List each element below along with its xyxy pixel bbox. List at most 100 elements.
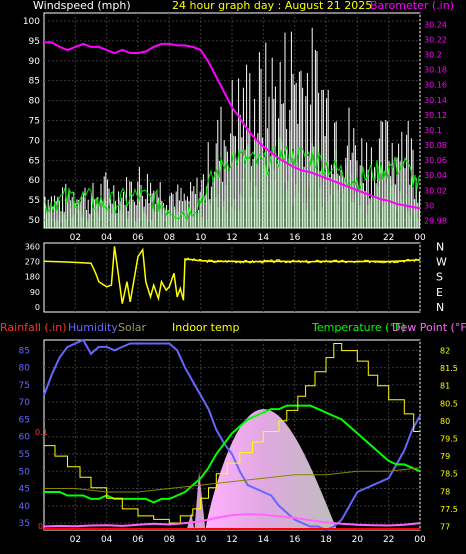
indoor-temp-tick-label: 79.5: [440, 435, 458, 444]
y-tick-label: 70: [29, 136, 41, 146]
x-tick-label: 20: [352, 233, 364, 243]
legend-indoor-temp: Indoor temp: [172, 321, 239, 334]
y-tick-label: 95: [29, 37, 40, 47]
y-tick-label: 55: [29, 196, 40, 206]
x-tick-label: 12: [226, 233, 237, 243]
y-tick-label: 85: [29, 77, 40, 87]
direction-tick-label: 360: [25, 242, 40, 251]
direction-tick-label: 270: [25, 258, 40, 267]
x-tick-label: 18: [320, 233, 332, 243]
indoor-temp-tick-label: 77.5: [440, 505, 458, 514]
series-indoor-temp: [44, 343, 420, 524]
compass-label: E: [436, 286, 443, 299]
indoor-temp-tick-label: 79: [440, 452, 450, 461]
indoor-temp-tick-label: 78.5: [440, 470, 458, 479]
x-tick-label: 16: [289, 535, 301, 545]
y-tick-label: 75: [29, 117, 40, 127]
humidity-tick-label: 65: [19, 415, 30, 425]
y-tick-label: 100: [23, 17, 40, 27]
x-tick-label: 18: [320, 535, 332, 545]
solar-fill: [205, 409, 337, 530]
y-tick-label: 50: [29, 216, 41, 226]
y2-tick-label: 30.04: [424, 171, 447, 180]
humidity-tick-label: 35: [19, 519, 30, 529]
x-tick-label: 14: [258, 535, 270, 545]
indoor-temp-tick-label: 77: [440, 522, 450, 531]
series-dew-point-f: [43, 513, 421, 528]
indoor-temp-tick-label: 82: [440, 347, 450, 356]
series-wind: [44, 145, 420, 222]
y-tick-label: 60: [29, 176, 41, 186]
x-tick-label: 02: [70, 233, 81, 243]
legend-rainfall: Rainfall (.in): [0, 321, 67, 334]
y2-tick-label: 30.24: [424, 20, 447, 29]
x-tick-label: 08: [164, 233, 176, 243]
x-tick-label: 16: [289, 233, 301, 243]
legend-dew-point: Dew Point (°F): [392, 321, 466, 334]
y2-tick-label: 30.2: [424, 50, 442, 59]
humidity-tick-label: 80: [19, 364, 31, 374]
humidity-tick-label: 75: [19, 381, 30, 391]
x-tick-label: 06: [132, 233, 144, 243]
humidity-tick-label: 55: [19, 450, 30, 460]
windspeed-label: Windspeed (mph): [33, 0, 131, 12]
humidity-tick-label: 50: [19, 467, 31, 477]
y2-tick-label: 30.06: [424, 156, 447, 165]
y2-tick-label: 30.08: [424, 141, 447, 150]
indoor-temp-tick-label: 78: [440, 487, 450, 496]
y2-tick-label: 29.98: [424, 216, 447, 225]
x-tick-label: 00: [414, 233, 426, 243]
solar-bump: [186, 512, 195, 530]
solar-bump: [194, 471, 206, 530]
x-tick-label: 06: [132, 535, 144, 545]
series-barometer: [44, 41, 421, 210]
y2-tick-label: 30.14: [424, 96, 447, 105]
direction-jitter: [184, 257, 420, 264]
x-tick-label: 10: [195, 233, 207, 243]
humidity-tick-label: 60: [19, 433, 31, 443]
x-tick-label: 08: [164, 535, 176, 545]
legend-humidity: Humidity: [68, 321, 118, 334]
humidity-tick-label: 40: [19, 502, 31, 512]
x-tick-label: 20: [352, 535, 364, 545]
y2-tick-label: 30.16: [424, 81, 447, 90]
graph-title: 24 hour graph day : August 21 2025: [172, 0, 372, 12]
x-tick-label: 12: [226, 535, 237, 545]
barometer-label: Barometer (.in): [370, 0, 454, 12]
direction-tick-label: 0: [35, 303, 40, 312]
y2-tick-label: 30.18: [424, 66, 447, 75]
x-tick-label: 22: [383, 535, 394, 545]
y-tick-label: 65: [29, 156, 40, 166]
indoor-temp-tick-label: 80.5: [440, 399, 458, 408]
x-tick-label: 14: [258, 233, 270, 243]
humidity-tick-label: 45: [19, 485, 30, 495]
x-tick-label: 00: [414, 535, 426, 545]
compass-label: S: [436, 271, 443, 284]
series-humidity: [43, 338, 421, 532]
compass-label: W: [436, 256, 447, 269]
compass-label: N: [436, 301, 444, 314]
y2-tick-label: 30.1: [424, 126, 442, 135]
x-tick-label: 02: [70, 535, 81, 545]
direction-tick-label: 90: [30, 288, 40, 297]
series-average: [44, 130, 420, 228]
legend-solar: Solar: [118, 321, 147, 334]
y-tick-label: 80: [29, 97, 41, 107]
direction-tick-label: 180: [25, 273, 40, 282]
x-tick-label: 22: [383, 233, 394, 243]
series-solar: [44, 467, 421, 493]
x-tick-label: 10: [195, 535, 207, 545]
compass-label: N: [436, 240, 444, 253]
rain-tick-label: 0: [38, 522, 43, 531]
humidity-tick-label: 85: [19, 346, 30, 356]
legend-temperature: Temperature (°F): [311, 321, 406, 334]
x-tick-label: 04: [101, 233, 113, 243]
x-tick-label: 04: [101, 535, 113, 545]
y2-tick-label: 30.22: [424, 35, 447, 44]
y2-tick-label: 30.02: [424, 186, 447, 195]
indoor-temp-tick-label: 81: [440, 382, 450, 391]
y-tick-label: 90: [29, 57, 41, 67]
humidity-tick-label: 70: [19, 398, 31, 408]
